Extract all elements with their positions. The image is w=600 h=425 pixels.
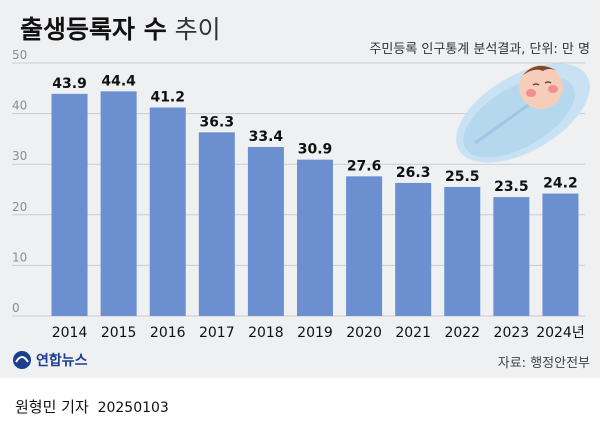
bar-2016 xyxy=(149,107,186,316)
data-label: 27.6 xyxy=(347,158,382,174)
y-tick-label: 30 xyxy=(12,149,27,163)
y-tick-label: 50 xyxy=(12,48,27,62)
data-label: 44.4 xyxy=(101,73,136,89)
y-tick-label: 40 xyxy=(12,99,27,113)
x-tick-label: 2017 xyxy=(199,325,235,341)
yonhap-logo-icon xyxy=(13,351,31,369)
source-note: 자료: 행정안전부 xyxy=(497,356,590,371)
bar-2014 xyxy=(51,93,88,316)
x-tick-label: 2022 xyxy=(444,325,480,341)
data-label: 30.9 xyxy=(298,142,333,158)
x-tick-label: 2014 xyxy=(52,325,88,341)
bar-2021 xyxy=(395,182,432,316)
bar-2024년 xyxy=(542,193,579,316)
bar-chart: 0 10 20 30 40 50 43.9 2014 44.4 2015 41.2 2016 36.3 2… xyxy=(12,48,585,341)
x-tick-label: 2018 xyxy=(248,325,284,341)
bar-2015 xyxy=(100,91,137,316)
data-label: 25.5 xyxy=(445,169,480,185)
bar-2023 xyxy=(493,197,530,316)
byline: 원형민 기자 20250103 xyxy=(15,396,169,417)
byline-date: 20250103 xyxy=(97,400,169,416)
y-tick-label: 20 xyxy=(12,200,27,214)
byline-name: 원형민 기자 xyxy=(15,398,89,416)
bar-2018 xyxy=(247,146,284,316)
data-label: 23.5 xyxy=(494,179,529,195)
x-tick-label: 2020 xyxy=(346,325,382,341)
x-tick-label: 2021 xyxy=(395,325,431,341)
x-tick-label: 2019 xyxy=(297,325,333,341)
x-tick-label: 2024년 xyxy=(536,325,585,341)
data-label: 43.9 xyxy=(52,76,87,92)
yonhap-logo: 연합뉴스 xyxy=(12,350,88,370)
bar-2022 xyxy=(444,186,481,316)
data-label: 41.2 xyxy=(150,90,185,106)
title-main: 출생등록자 수 xyxy=(20,15,167,44)
swaddled-baby-icon xyxy=(456,63,590,163)
data-label: 26.3 xyxy=(396,165,431,181)
title-suffix: 추이 xyxy=(174,15,221,44)
y-tick-label: 0 xyxy=(12,301,20,315)
x-tick-label: 2015 xyxy=(101,325,137,341)
chart-title: 출생등록자 수 추이 xyxy=(20,10,221,46)
logo-text: 연합뉴스 xyxy=(36,353,88,369)
bar-2020 xyxy=(346,176,383,316)
x-tick-label: 2016 xyxy=(150,325,186,341)
chart-subtitle: 주민등록 인구통계 분석결과, 단위: 만 명 xyxy=(369,42,590,57)
data-label: 24.2 xyxy=(543,176,578,192)
y-tick-label: 10 xyxy=(12,250,27,264)
bar-2019 xyxy=(297,159,333,316)
data-label: 33.4 xyxy=(249,129,284,145)
x-tick-label: 2023 xyxy=(494,325,530,341)
data-label: 36.3 xyxy=(200,114,235,130)
bar-2017 xyxy=(198,132,235,316)
